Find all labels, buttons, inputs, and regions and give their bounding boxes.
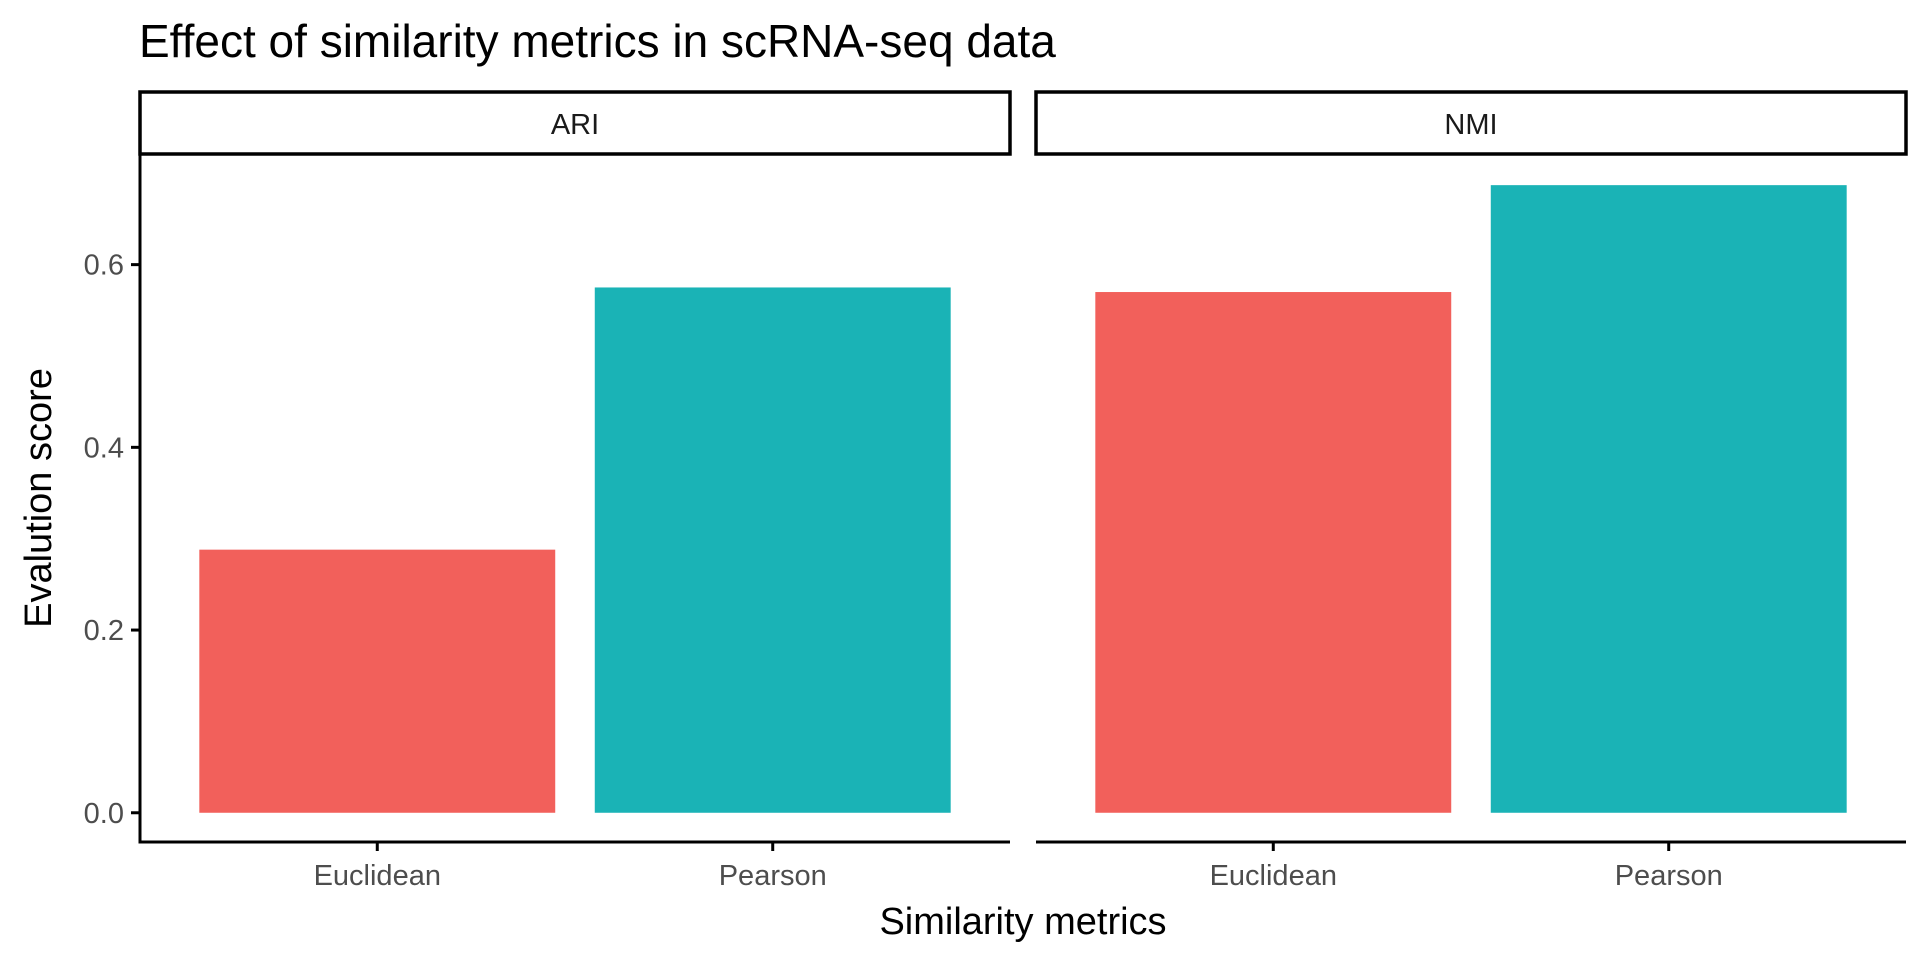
facet-ari: ARI 0.0 0.2 0.4 0.6 Euclidean Pearson bbox=[84, 90, 1012, 892]
chart-title: Effect of similarity metrics in scRNA-se… bbox=[139, 15, 1056, 67]
x-tick-label: Euclidean bbox=[1210, 860, 1337, 892]
y-axis-title: Evalution score bbox=[18, 368, 60, 628]
x-tick-label: Pearson bbox=[719, 860, 827, 892]
x-axis-ticks-nmi: Euclidean Pearson bbox=[1210, 842, 1723, 892]
y-tick-label: 0.4 bbox=[84, 432, 124, 464]
y-axis-ticks: 0.0 0.2 0.4 0.6 bbox=[84, 250, 140, 830]
x-tick-label: Pearson bbox=[1615, 860, 1723, 892]
strip-label-nmi: NMI bbox=[1444, 109, 1497, 141]
y-tick-label: 0.6 bbox=[84, 250, 124, 282]
x-axis-ticks-ari: Euclidean Pearson bbox=[314, 842, 827, 892]
x-tick-label: Euclidean bbox=[314, 860, 441, 892]
strip-box-ari bbox=[138, 90, 1012, 156]
strip-box-nmi bbox=[1034, 90, 1908, 156]
strip-label-ari: ARI bbox=[551, 109, 599, 141]
bar-ari-pearson bbox=[594, 287, 951, 813]
bar-ari-euclidean bbox=[199, 549, 556, 813]
x-axis-title: Similarity metrics bbox=[879, 901, 1166, 943]
y-tick-label: 0.2 bbox=[84, 615, 124, 647]
y-tick-label: 0.0 bbox=[84, 798, 124, 830]
facet-nmi: NMI Euclidean Pearson bbox=[1034, 90, 1908, 892]
bar-nmi-euclidean bbox=[1095, 292, 1452, 813]
bars-ari bbox=[199, 287, 951, 813]
bar-nmi-pearson bbox=[1490, 185, 1847, 813]
bars-nmi bbox=[1095, 185, 1847, 813]
